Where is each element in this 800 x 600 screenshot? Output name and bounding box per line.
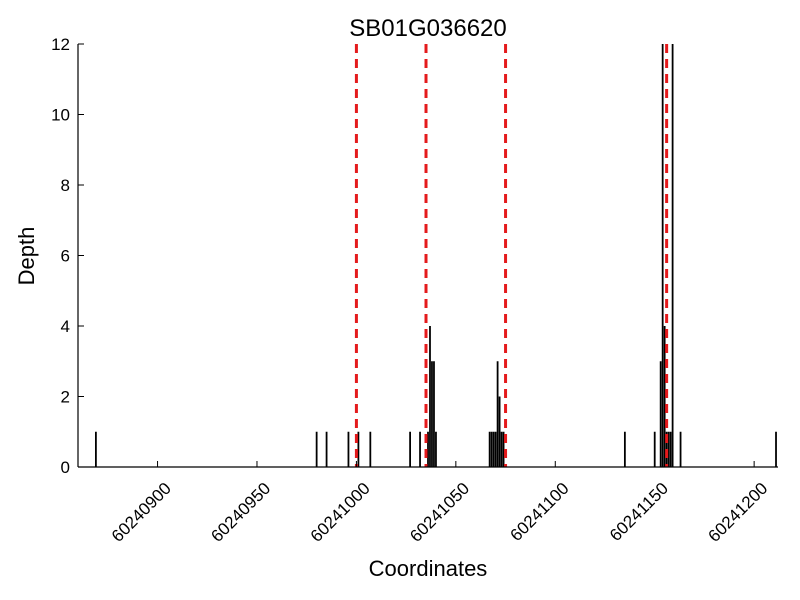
bar bbox=[667, 431, 670, 467]
bar bbox=[433, 361, 435, 467]
bar bbox=[435, 431, 437, 467]
bar bbox=[419, 431, 421, 467]
y-tick-label: 0 bbox=[61, 458, 70, 477]
bar bbox=[492, 431, 495, 467]
bar bbox=[325, 431, 328, 467]
x-tick-label: 60240950 bbox=[207, 479, 274, 546]
bar bbox=[775, 431, 777, 467]
bar bbox=[429, 326, 431, 467]
chart-title: SB01G036620 bbox=[349, 15, 506, 42]
y-tick-label: 12 bbox=[51, 35, 70, 54]
y-ticks-group: 0 2 4 6 8 10 12 bbox=[51, 35, 84, 477]
reference-lines-group bbox=[354, 44, 669, 467]
bar bbox=[661, 44, 664, 467]
x-tick-label: 60240900 bbox=[108, 479, 175, 546]
bar bbox=[431, 361, 433, 467]
bar bbox=[347, 431, 350, 467]
bar bbox=[498, 396, 501, 467]
bar bbox=[315, 431, 318, 467]
bar bbox=[671, 44, 674, 467]
y-tick-label: 10 bbox=[51, 106, 70, 125]
bar bbox=[496, 361, 499, 467]
bar bbox=[500, 431, 503, 467]
x-tick-label: 60241150 bbox=[606, 479, 672, 545]
y-axis-label: Depth bbox=[14, 227, 39, 286]
bars-group bbox=[95, 44, 777, 467]
bar bbox=[427, 431, 429, 467]
y-tick-label: 2 bbox=[61, 388, 70, 407]
bar bbox=[623, 431, 626, 467]
y-tick-label: 6 bbox=[61, 247, 70, 266]
bar bbox=[95, 431, 97, 467]
x-ticks-group: 60240900 60240950 60241000 60241050 60241100… bbox=[108, 461, 772, 546]
y-tick-label: 4 bbox=[61, 317, 70, 336]
bar bbox=[494, 431, 497, 467]
bar bbox=[502, 431, 505, 467]
bar bbox=[409, 431, 411, 467]
bar bbox=[490, 431, 493, 467]
bar bbox=[357, 431, 360, 467]
y-tick-label: 8 bbox=[61, 176, 70, 195]
bar bbox=[659, 361, 662, 467]
x-tick-label: 60241100 bbox=[507, 479, 573, 545]
x-axis-label: Coordinates bbox=[369, 556, 488, 581]
bar bbox=[488, 431, 491, 467]
bar bbox=[653, 431, 656, 467]
bar bbox=[663, 326, 666, 467]
bar bbox=[669, 431, 672, 467]
bar bbox=[369, 431, 372, 467]
x-tick-label: 60241050 bbox=[406, 479, 473, 546]
x-tick-label: 60241000 bbox=[307, 479, 374, 546]
bar bbox=[679, 431, 682, 467]
x-tick-label: 60241200 bbox=[705, 479, 772, 546]
